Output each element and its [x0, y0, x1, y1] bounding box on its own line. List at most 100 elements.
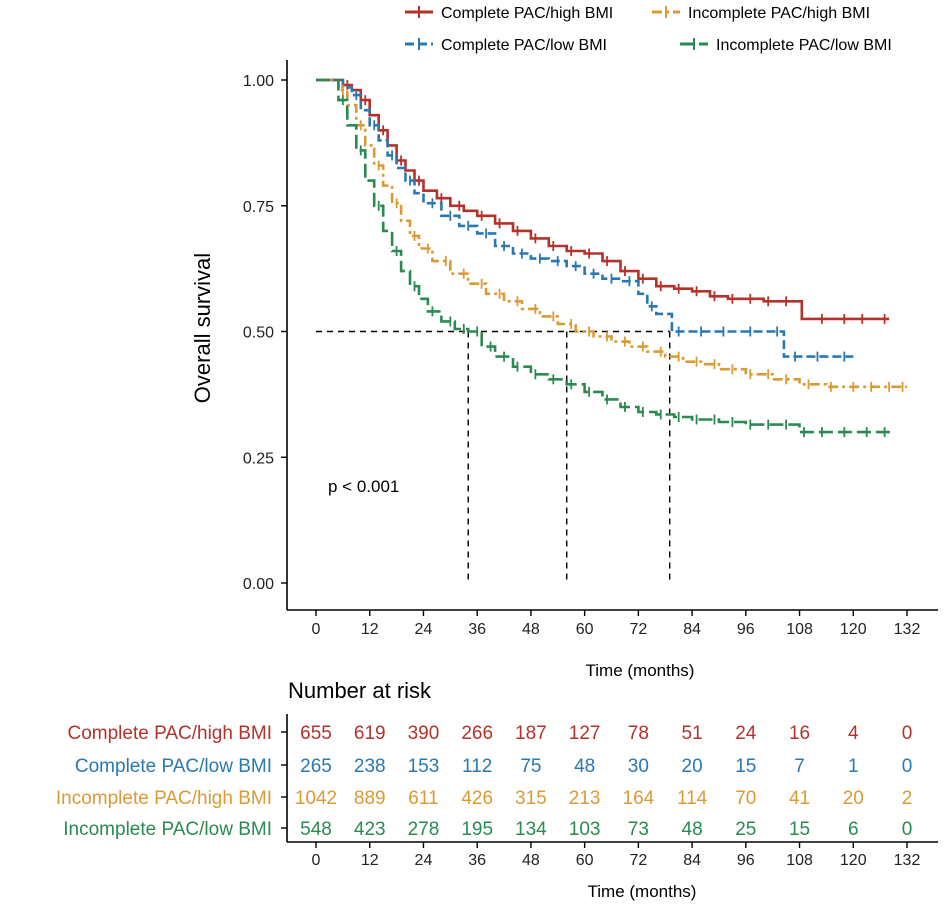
legend: Complete PAC/high BMI Incomplete PAC/high…: [405, 5, 892, 54]
risk-count: 619: [354, 723, 386, 744]
legend-item: Complete PAC/high BMI: [405, 5, 613, 22]
risk-count: 6: [848, 819, 859, 840]
x-tick-label: 36: [468, 621, 486, 638]
y-tick-label: 0.00: [243, 576, 274, 593]
x-tick-label: 48: [522, 621, 540, 638]
y-tick-label: 0.50: [243, 325, 274, 342]
risk-x-tick-label: 72: [629, 852, 647, 869]
risk-count: 112: [462, 756, 492, 777]
risk-count: 0: [902, 756, 913, 777]
risk-row-label: Complete PAC/high BMI: [67, 723, 272, 744]
risk-count: 48: [682, 819, 703, 840]
risk-x-tick-label: 36: [468, 852, 486, 869]
risk-count: 153: [408, 756, 440, 777]
survival-series: [316, 78, 907, 392]
risk-x-tick-label: 60: [576, 852, 594, 869]
x-tick-label: 108: [786, 621, 813, 638]
risk-count: 390: [408, 723, 440, 744]
risk-count: 134: [515, 819, 547, 840]
risk-count: 30: [628, 756, 649, 777]
risk-count: 114: [677, 788, 708, 809]
survival-curve: [316, 78, 894, 434]
x-tick-label: 96: [737, 621, 755, 638]
risk-x-tick-label: 120: [840, 852, 867, 869]
risk-count: 70: [735, 788, 756, 809]
risk-row-label: Complete PAC/low BMI: [75, 756, 272, 777]
legend-label: Incomplete PAC/low BMI: [716, 37, 892, 54]
x-tick-label: 72: [629, 621, 647, 638]
risk-x-tick-label: 84: [683, 852, 701, 869]
risk-x-tick-label: 12: [361, 852, 379, 869]
risk-count: 266: [461, 723, 493, 744]
x-tick-label: 0: [312, 621, 321, 638]
risk-count: 1: [848, 756, 859, 777]
risk-x-tick-label: 108: [786, 852, 813, 869]
survival-plot: 0.00 0.25 0.50 0.75 1.00 0 12 24 36 48 60 72 84 96 108…: [243, 60, 938, 638]
risk-count: 78: [628, 723, 649, 744]
risk-count: 20: [843, 788, 864, 809]
risk-count: 0: [902, 819, 913, 840]
risk-count: 889: [354, 788, 386, 809]
legend-item: Incomplete PAC/high BMI: [652, 5, 870, 22]
survival-curve: [316, 78, 890, 321]
risk-count: 25: [735, 819, 756, 840]
risk-count: 103: [569, 819, 601, 840]
y-tick-label: 0.25: [243, 450, 274, 467]
risk-x-axis-title: Time (months): [588, 882, 697, 901]
risk-count: 426: [461, 788, 493, 809]
risk-count: 548: [300, 819, 332, 840]
risk-count: 51: [682, 723, 703, 744]
risk-row-label: Incomplete PAC/low BMI: [63, 819, 272, 840]
risk-count: 213: [569, 788, 601, 809]
risk-count: 423: [354, 819, 386, 840]
x-tick-label: 120: [840, 621, 867, 638]
survival-curve: [316, 78, 854, 358]
survival-series: [316, 78, 854, 362]
risk-table-title: Number at risk: [288, 678, 432, 703]
risk-count: 278: [408, 819, 440, 840]
risk-row: Incomplete PAC/high BMI 1042 889 611 426 315 2…: [56, 788, 912, 809]
risk-count: 48: [574, 756, 595, 777]
risk-count: 4: [848, 723, 859, 744]
risk-count: 2: [902, 788, 913, 809]
risk-count: 164: [623, 788, 655, 809]
legend-label: Complete PAC/high BMI: [441, 5, 613, 22]
y-tick-label: 1.00: [243, 73, 274, 90]
legend-label: Incomplete PAC/high BMI: [688, 5, 870, 22]
legend-item: Incomplete PAC/low BMI: [680, 37, 892, 54]
risk-count: 41: [789, 788, 810, 809]
risk-count: 187: [515, 723, 547, 744]
risk-x-tick-label: 48: [522, 852, 540, 869]
y-tick-label: 0.75: [243, 199, 274, 216]
risk-count: 15: [789, 819, 810, 840]
risk-x-tick-label: 96: [737, 852, 755, 869]
risk-row: Complete PAC/low BMI 265 238 153 112 75 48 30 20…: [75, 756, 912, 777]
risk-count: 238: [354, 756, 386, 777]
legend-label: Complete PAC/low BMI: [441, 37, 607, 54]
risk-count: 195: [461, 819, 493, 840]
risk-table: Complete PAC/high BMI 655 619 390 266 187 127 7…: [56, 714, 938, 869]
risk-count: 15: [735, 756, 756, 777]
x-axis-title: Time (months): [586, 661, 695, 680]
risk-count: 1042: [295, 788, 337, 809]
risk-count: 0: [902, 723, 913, 744]
risk-count: 315: [515, 788, 547, 809]
x-tick-label: 24: [415, 621, 433, 638]
x-tick-label: 60: [576, 621, 594, 638]
risk-count: 73: [628, 819, 649, 840]
survival-series: [316, 78, 894, 438]
risk-row-label: Incomplete PAC/high BMI: [56, 788, 272, 809]
risk-count: 20: [682, 756, 703, 777]
y-axis-title: Overall survival: [190, 253, 215, 403]
risk-count: 611: [408, 788, 438, 809]
x-tick-label: 84: [683, 621, 701, 638]
legend-item: Complete PAC/low BMI: [405, 37, 607, 54]
p-value-annotation: p < 0.001: [328, 477, 399, 496]
risk-count: 16: [789, 723, 810, 744]
risk-count: 127: [569, 723, 601, 744]
risk-row: Complete PAC/high BMI 655 619 390 266 187 127 7…: [67, 723, 912, 744]
risk-x-tick-label: 24: [415, 852, 433, 869]
risk-x-tick-label: 0: [312, 852, 321, 869]
survival-series: [316, 78, 890, 324]
